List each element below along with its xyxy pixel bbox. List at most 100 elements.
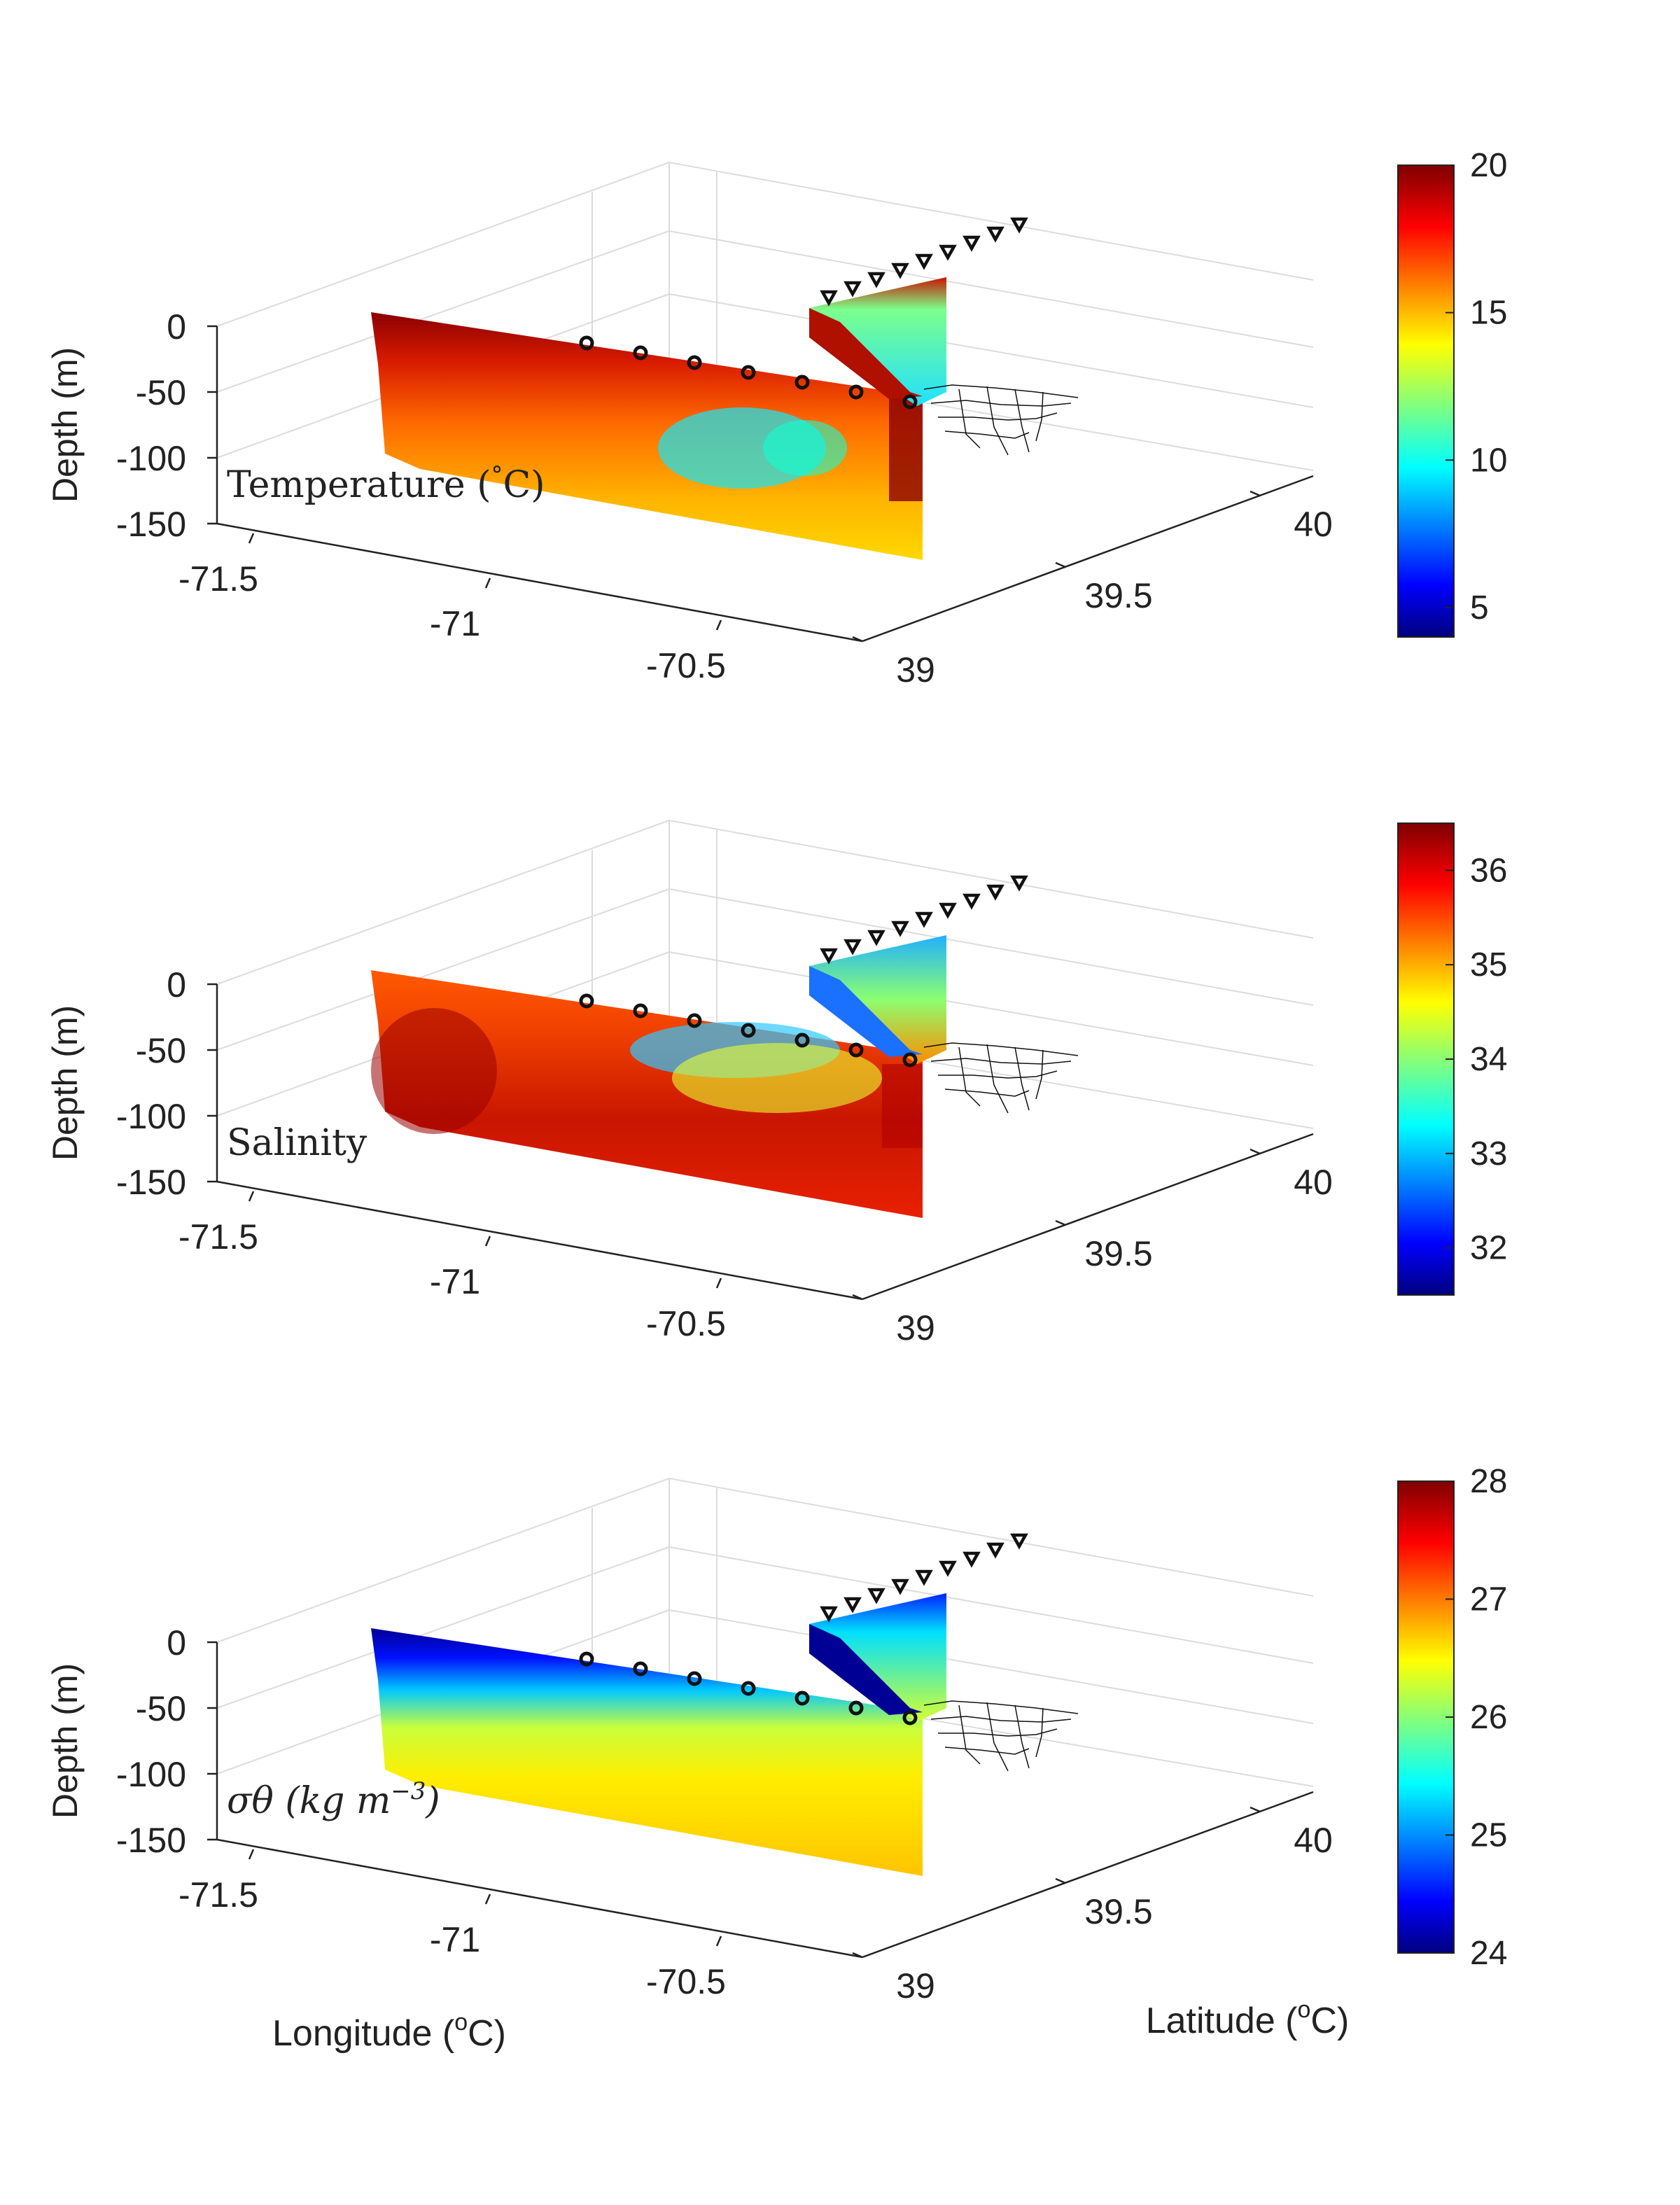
longitude-tick-label: -71 bbox=[430, 1262, 480, 1301]
station-triangle bbox=[820, 948, 838, 965]
depth-tick-label: -100 bbox=[116, 1755, 186, 1794]
longitude-tick-label: -71 bbox=[430, 604, 480, 643]
colorbar-tick-label: 28 bbox=[1470, 1463, 1507, 1500]
colorbar-tick-label: 20 bbox=[1470, 147, 1507, 184]
colorbar-tick-label: 10 bbox=[1470, 442, 1507, 479]
station-triangle bbox=[1010, 217, 1028, 234]
depth-axis-label: Depth (m) bbox=[46, 1663, 85, 1819]
colorbar-tick-label: 25 bbox=[1470, 1817, 1507, 1854]
depth-ticks: 0 -50 -100 -150 bbox=[116, 307, 217, 544]
colorbar-tick-label: 35 bbox=[1470, 946, 1507, 983]
depth-tick-label: -50 bbox=[136, 373, 186, 412]
longitude-tick-mark bbox=[715, 1278, 722, 1289]
colorbar-tick-label: 32 bbox=[1470, 1230, 1507, 1267]
latitude-tick-label: 39 bbox=[896, 1966, 935, 2005]
axis-lines bbox=[216, 1642, 1314, 1959]
station-triangle bbox=[939, 1560, 957, 1577]
station-triangle bbox=[820, 1606, 838, 1623]
station-triangle bbox=[986, 1542, 1004, 1559]
station-triangle bbox=[844, 281, 862, 298]
station-circle bbox=[794, 374, 810, 390]
station-triangle bbox=[939, 902, 957, 919]
temperature-panel: 0 -50 -100 -150 -71.5 -71 -70.5 39 39.5 40 Dept… bbox=[46, 147, 1507, 690]
station-circle bbox=[579, 993, 594, 1009]
latitude-tick-mark bbox=[1250, 490, 1261, 497]
latitude-tick-label: 39.5 bbox=[1084, 576, 1152, 615]
section-main bbox=[371, 1628, 923, 1876]
longitude-tick-mark bbox=[248, 533, 255, 544]
station-triangle bbox=[939, 244, 957, 261]
station-circle bbox=[633, 1661, 648, 1676]
colorbar-tick-label: 24 bbox=[1470, 1935, 1507, 1972]
section-side bbox=[809, 277, 946, 406]
station-markers bbox=[579, 1651, 918, 1726]
latitude-tick-label: 40 bbox=[1294, 505, 1333, 544]
station-circle bbox=[687, 1671, 702, 1686]
station-triangle bbox=[962, 893, 981, 910]
colorbar-tick-label: 34 bbox=[1470, 1041, 1507, 1078]
section-main bbox=[371, 312, 923, 560]
depth-ticks: 0 -50 -100 -150 bbox=[116, 965, 217, 1202]
panel-label: Salinity bbox=[227, 1122, 368, 1164]
colorbar-tick-label: 5 bbox=[1470, 589, 1489, 626]
station-triangle bbox=[1010, 1533, 1028, 1550]
latitude-tick-mark bbox=[1250, 1806, 1261, 1813]
latitude-ticks: 39 39.5 40 bbox=[852, 1148, 1333, 1348]
latitude-tick-label: 39.5 bbox=[1084, 1234, 1152, 1273]
colorbar-ticks: 5 10 15 20 bbox=[1446, 147, 1507, 626]
station-circle bbox=[902, 1052, 918, 1068]
station-circle bbox=[741, 365, 756, 380]
station-circle bbox=[633, 1003, 648, 1018]
station-triangle bbox=[1010, 875, 1028, 892]
panel-label: Temperature (°C) bbox=[227, 461, 545, 506]
longitude-tick-mark bbox=[248, 1849, 255, 1860]
colorbar-ticks: 32 33 34 35 36 bbox=[1446, 852, 1507, 1267]
station-circle bbox=[902, 1710, 918, 1726]
station-triangle bbox=[891, 262, 909, 279]
colorbar-tick-label: 27 bbox=[1470, 1581, 1507, 1618]
latitude-tick-mark bbox=[852, 1952, 863, 1959]
station-markers bbox=[579, 335, 918, 410]
station-circle bbox=[848, 384, 864, 400]
colorbar: 32 33 34 35 36 bbox=[1397, 822, 1507, 1296]
longitude-tick-mark bbox=[484, 1893, 491, 1905]
axis-lines bbox=[216, 326, 1314, 643]
station-circle bbox=[848, 1042, 864, 1058]
colorbar-tick-label: 33 bbox=[1470, 1135, 1507, 1172]
colorbar: 5 10 15 20 bbox=[1397, 147, 1507, 638]
depth-tick-label: -150 bbox=[116, 1821, 186, 1860]
station-triangle bbox=[820, 290, 838, 307]
depth-tick-label: -150 bbox=[116, 1163, 186, 1202]
section-side bbox=[809, 1593, 946, 1722]
station-markers-upper bbox=[820, 217, 1028, 307]
station-triangle bbox=[962, 1551, 981, 1568]
latitude-tick-label: 40 bbox=[1294, 1821, 1333, 1860]
station-circle bbox=[687, 355, 702, 370]
station-triangle bbox=[915, 253, 933, 270]
longitude-tick-label: -71.5 bbox=[178, 1875, 258, 1914]
station-circle bbox=[741, 1681, 756, 1696]
latitude-tick-label: 40 bbox=[1294, 1163, 1333, 1202]
longitude-tick-label: -70.5 bbox=[646, 646, 726, 685]
latitude-tick-label: 39 bbox=[896, 650, 935, 690]
station-markers bbox=[579, 993, 918, 1068]
latitude-tick-label: 39.5 bbox=[1084, 1892, 1152, 1931]
depth-tick-label: -50 bbox=[136, 1031, 186, 1070]
longitude-tick-label: -70.5 bbox=[646, 1304, 726, 1343]
station-triangle bbox=[844, 939, 862, 955]
station-triangle bbox=[867, 272, 886, 288]
longitude-tick-label: -71 bbox=[430, 1920, 480, 1959]
depth-tick-label: 0 bbox=[167, 965, 186, 1004]
depth-ticks: 0 -50 -100 -150 bbox=[116, 1623, 217, 1860]
station-triangle bbox=[867, 930, 886, 946]
station-circle bbox=[579, 335, 594, 351]
latitude-tick-mark bbox=[1055, 1877, 1066, 1884]
latitude-tick-label: 39 bbox=[896, 1308, 935, 1348]
longitude-tick-mark bbox=[484, 578, 491, 589]
latitude-tick-mark bbox=[1250, 1148, 1261, 1155]
latitude-tick-mark bbox=[852, 1294, 863, 1301]
depth-tick-label: -150 bbox=[116, 505, 186, 544]
station-markers-upper bbox=[820, 1533, 1028, 1623]
station-circle bbox=[579, 1651, 594, 1667]
